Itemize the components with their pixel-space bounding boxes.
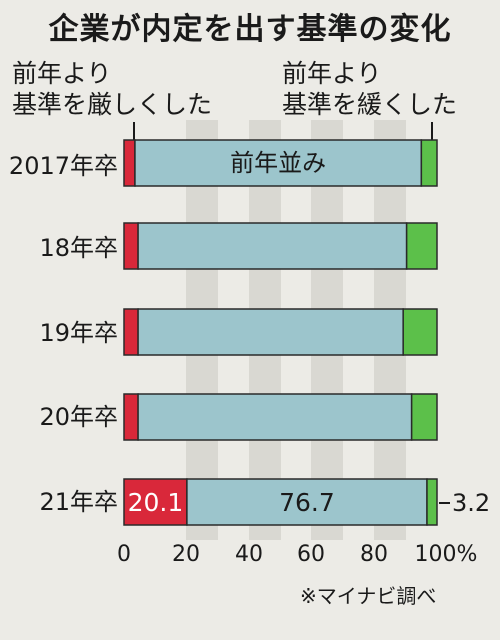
- bar-segment: [137, 393, 413, 441]
- chart-title: 企業が内定を出す基準の変化: [48, 12, 452, 47]
- bar-segment: [137, 308, 404, 356]
- bar-segment: [186, 478, 428, 526]
- bar-segment: [123, 393, 139, 441]
- bar-segment: [123, 222, 139, 270]
- bar-segment: [420, 139, 438, 187]
- data-label: 3.2: [452, 489, 490, 517]
- x-tick-label: 60: [297, 542, 325, 567]
- bar-segment: [123, 139, 136, 187]
- x-tick-label: 80: [360, 542, 388, 567]
- bar-segment: [410, 393, 438, 441]
- legend-looser: 前年より 基準を緩くした: [282, 58, 457, 120]
- x-tick-label: 0: [117, 542, 131, 567]
- legend-looser-line1: 前年より: [282, 59, 382, 88]
- bar-segment: [134, 139, 423, 187]
- category-label: 18年卒: [39, 234, 118, 262]
- legend-looser-line2: 基準を緩くした: [282, 90, 458, 119]
- bar-segment: [123, 478, 188, 526]
- bar-segment: [426, 478, 438, 526]
- data-label: 20.1: [128, 488, 184, 517]
- data-label: 76.7: [279, 488, 335, 517]
- bar-segment: [402, 308, 438, 356]
- bar-segment: [137, 222, 408, 270]
- legend-stricter-line2: 基準を厳しくした: [12, 90, 213, 119]
- data-label: 前年並み: [230, 149, 326, 177]
- source-note: ※マイナビ調べ: [300, 584, 437, 608]
- category-label: 21年卒: [39, 488, 118, 516]
- category-label: 20年卒: [39, 403, 118, 431]
- bar-segment: [405, 222, 438, 270]
- x-tick-label: 100%: [414, 542, 478, 567]
- legend-stricter-line1: 前年より: [12, 59, 112, 88]
- x-tick-label: 20: [172, 542, 200, 567]
- category-label: 2017年卒: [8, 152, 118, 180]
- x-tick-label: 40: [235, 542, 263, 567]
- category-label: 19年卒: [39, 319, 118, 347]
- bar-segment: [123, 308, 139, 356]
- legend-stricter: 前年より 基準を厳しくした: [12, 58, 212, 120]
